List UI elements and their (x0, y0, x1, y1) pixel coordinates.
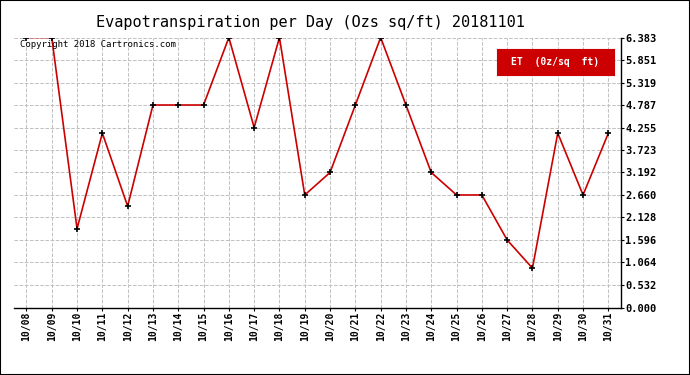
Text: Evapotranspiration per Day (Ozs sq/ft) 20181101: Evapotranspiration per Day (Ozs sq/ft) 2… (96, 15, 525, 30)
Text: Copyright 2018 Cartronics.com: Copyright 2018 Cartronics.com (20, 40, 176, 49)
Text: ET  (0z/sq  ft): ET (0z/sq ft) (511, 57, 600, 67)
